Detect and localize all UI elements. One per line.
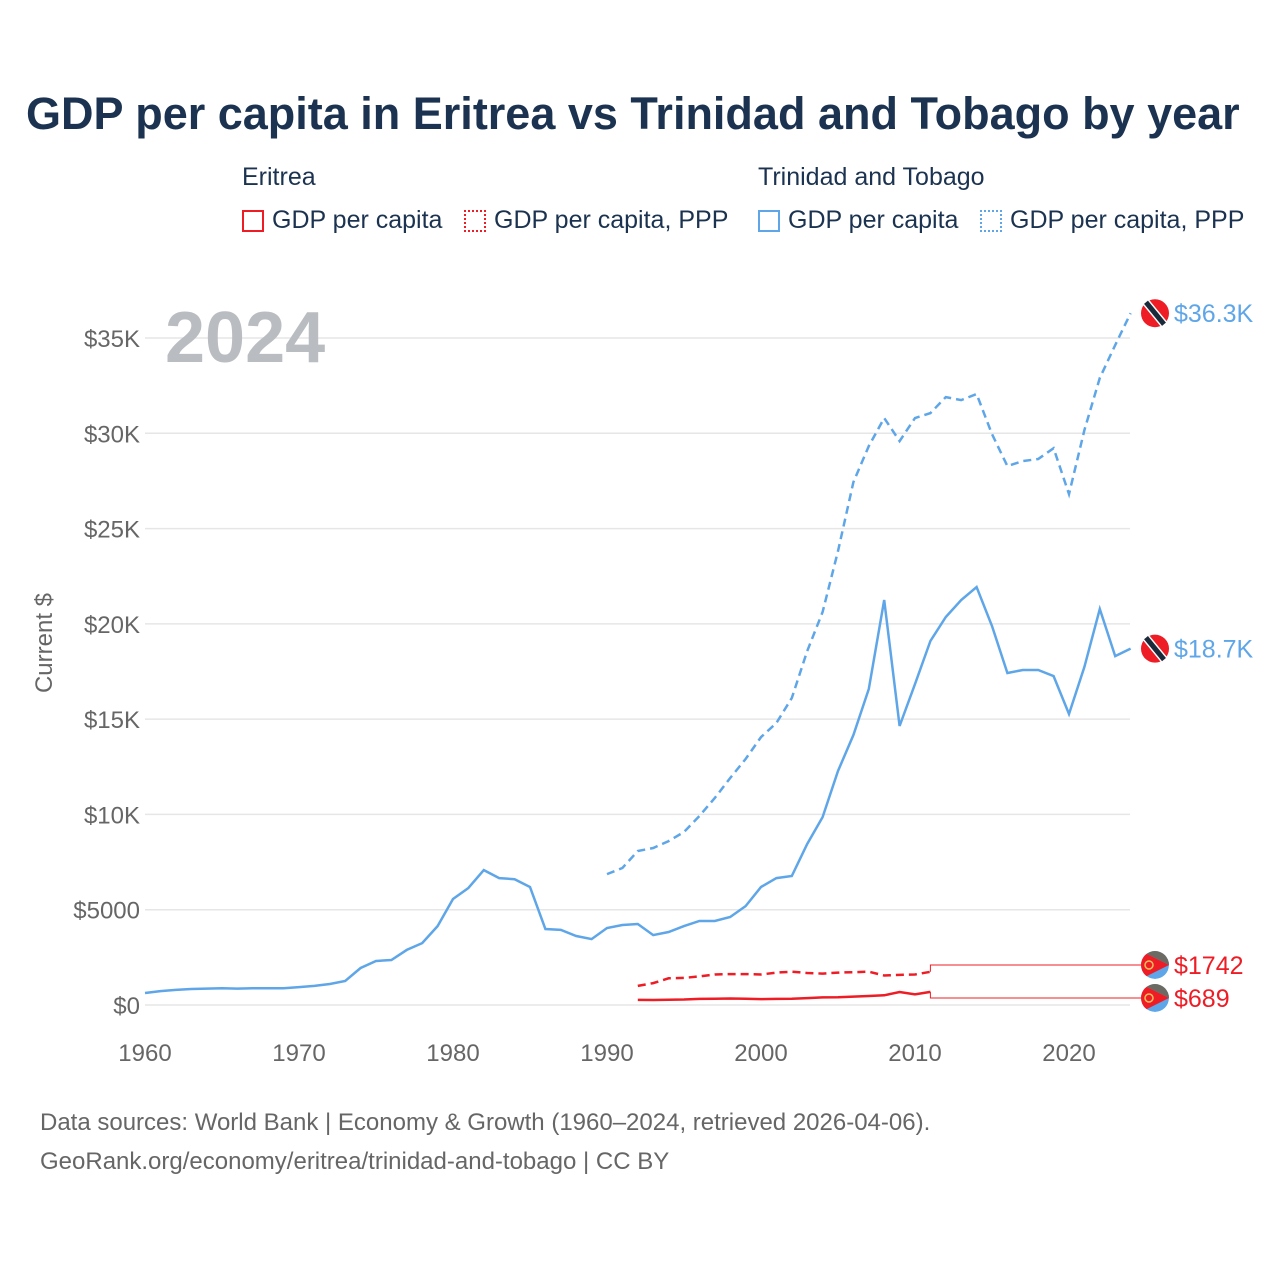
legend-swatch	[464, 209, 486, 232]
legend-label: GDP per capita, PPP	[1010, 206, 1245, 234]
y-axis-label: Current $	[31, 593, 58, 693]
series-line	[637, 990, 931, 1002]
end-value-label: $689	[1174, 985, 1230, 1013]
legend-swatch	[980, 209, 1002, 232]
x-tick-label: 2000	[734, 1040, 787, 1067]
leader-line	[929, 991, 1142, 999]
x-tick-label: 1980	[426, 1040, 479, 1067]
y-tick-label: $5000	[73, 898, 140, 925]
legend-swatch	[242, 209, 264, 232]
end-value-label: $18.7K	[1174, 636, 1254, 664]
end-value-label: $1742	[1174, 952, 1244, 980]
chart-title: GDP per capita in Eritrea vs Trinidad an…	[26, 88, 1240, 139]
eritrea-flag-icon	[1141, 984, 1169, 1012]
x-tick-label: 2010	[888, 1040, 941, 1067]
legend-label: GDP per capita	[788, 206, 959, 234]
trinidad-flag-icon	[1141, 634, 1169, 663]
eritrea-flag-icon	[1141, 951, 1169, 979]
legend-group-eritrea: Eritrea	[242, 163, 316, 191]
y-tick-label: $30K	[84, 421, 140, 448]
legend-tt-ppp[interactable]: GDP per capita, PPP	[980, 206, 1244, 235]
x-tick-label: 1970	[272, 1040, 325, 1067]
leader-line	[929, 964, 1142, 972]
year-watermark: 2024	[165, 298, 325, 378]
y-tick-label: $35K	[84, 326, 140, 353]
legend-eritrea-gdp[interactable]: GDP per capita	[242, 206, 442, 235]
x-tick-label: 2020	[1042, 1040, 1095, 1067]
legend-eritrea-ppp[interactable]: GDP per capita, PPP	[464, 206, 728, 235]
legend-label: GDP per capita, PPP	[494, 206, 729, 234]
y-tick-label: $0	[113, 993, 140, 1020]
line-chart: $0 $5000 $10K $15K $20K $25K $30K $35K 1960 1970 1…	[31, 298, 1254, 1067]
legend-group-tt: Trinidad and Tobago	[758, 163, 985, 191]
y-tick-label: $25K	[84, 517, 140, 544]
legend-swatch	[758, 209, 780, 232]
footer-sources: Data sources: World Bank | Economy & Gro…	[40, 1109, 931, 1136]
end-value-label: $36.3K	[1174, 300, 1254, 328]
footer-link[interactable]: GeoRank.org/economy/eritrea/trinidad-and…	[40, 1148, 670, 1175]
y-tick-label: $10K	[84, 802, 140, 829]
x-tick-label: 1990	[580, 1040, 633, 1067]
series-line	[637, 970, 931, 988]
y-tick-label: $20K	[84, 612, 140, 639]
series-line	[144, 585, 1132, 995]
y-tick-label: $15K	[84, 707, 140, 734]
trinidad-flag-icon	[1141, 299, 1169, 328]
series-line	[606, 312, 1132, 876]
legend-label: GDP per capita	[272, 206, 443, 234]
x-tick-label: 1960	[118, 1040, 171, 1067]
legend-tt-gdp[interactable]: GDP per capita	[758, 206, 958, 235]
